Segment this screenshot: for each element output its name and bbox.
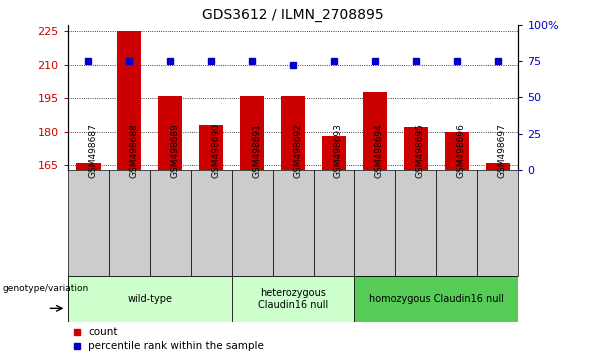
Bar bbox=[355, 170, 395, 276]
Bar bbox=[191, 170, 231, 276]
Bar bbox=[485, 163, 510, 170]
Text: heterozygous
Claudin16 null: heterozygous Claudin16 null bbox=[258, 288, 328, 310]
Bar bbox=[363, 92, 387, 170]
Text: homozygous Claudin16 null: homozygous Claudin16 null bbox=[369, 294, 504, 304]
Bar bbox=[436, 170, 477, 276]
Bar bbox=[445, 132, 469, 170]
Bar bbox=[273, 170, 313, 276]
Bar bbox=[76, 163, 101, 170]
Bar bbox=[150, 170, 191, 276]
Bar bbox=[395, 170, 436, 276]
Bar bbox=[477, 170, 518, 276]
Bar bbox=[158, 96, 183, 170]
Title: GDS3612 / ILMN_2708895: GDS3612 / ILMN_2708895 bbox=[202, 8, 384, 22]
Bar bbox=[240, 96, 264, 170]
Bar bbox=[109, 170, 150, 276]
Bar bbox=[231, 276, 355, 322]
Bar bbox=[355, 276, 518, 322]
Bar bbox=[68, 170, 109, 276]
Text: wild-type: wild-type bbox=[127, 294, 172, 304]
Text: GSM498696: GSM498696 bbox=[457, 124, 466, 178]
Bar bbox=[281, 96, 305, 170]
Text: percentile rank within the sample: percentile rank within the sample bbox=[88, 341, 264, 351]
Text: GSM498691: GSM498691 bbox=[252, 124, 261, 178]
Bar bbox=[117, 32, 141, 170]
Bar bbox=[403, 127, 428, 170]
Text: GSM498697: GSM498697 bbox=[498, 124, 507, 178]
Text: GSM498692: GSM498692 bbox=[293, 124, 302, 178]
Bar bbox=[68, 276, 231, 322]
Text: GSM498693: GSM498693 bbox=[334, 124, 343, 178]
Text: count: count bbox=[88, 327, 118, 337]
Bar bbox=[199, 125, 223, 170]
Text: genotype/variation: genotype/variation bbox=[3, 284, 89, 293]
Text: GSM498687: GSM498687 bbox=[88, 124, 97, 178]
Bar bbox=[231, 170, 273, 276]
Text: GSM498690: GSM498690 bbox=[211, 124, 220, 178]
Text: GSM498694: GSM498694 bbox=[375, 124, 384, 178]
Bar bbox=[313, 170, 355, 276]
Text: GSM498689: GSM498689 bbox=[170, 124, 179, 178]
Text: GSM498695: GSM498695 bbox=[416, 124, 425, 178]
Bar bbox=[322, 136, 346, 170]
Text: GSM498688: GSM498688 bbox=[129, 124, 138, 178]
